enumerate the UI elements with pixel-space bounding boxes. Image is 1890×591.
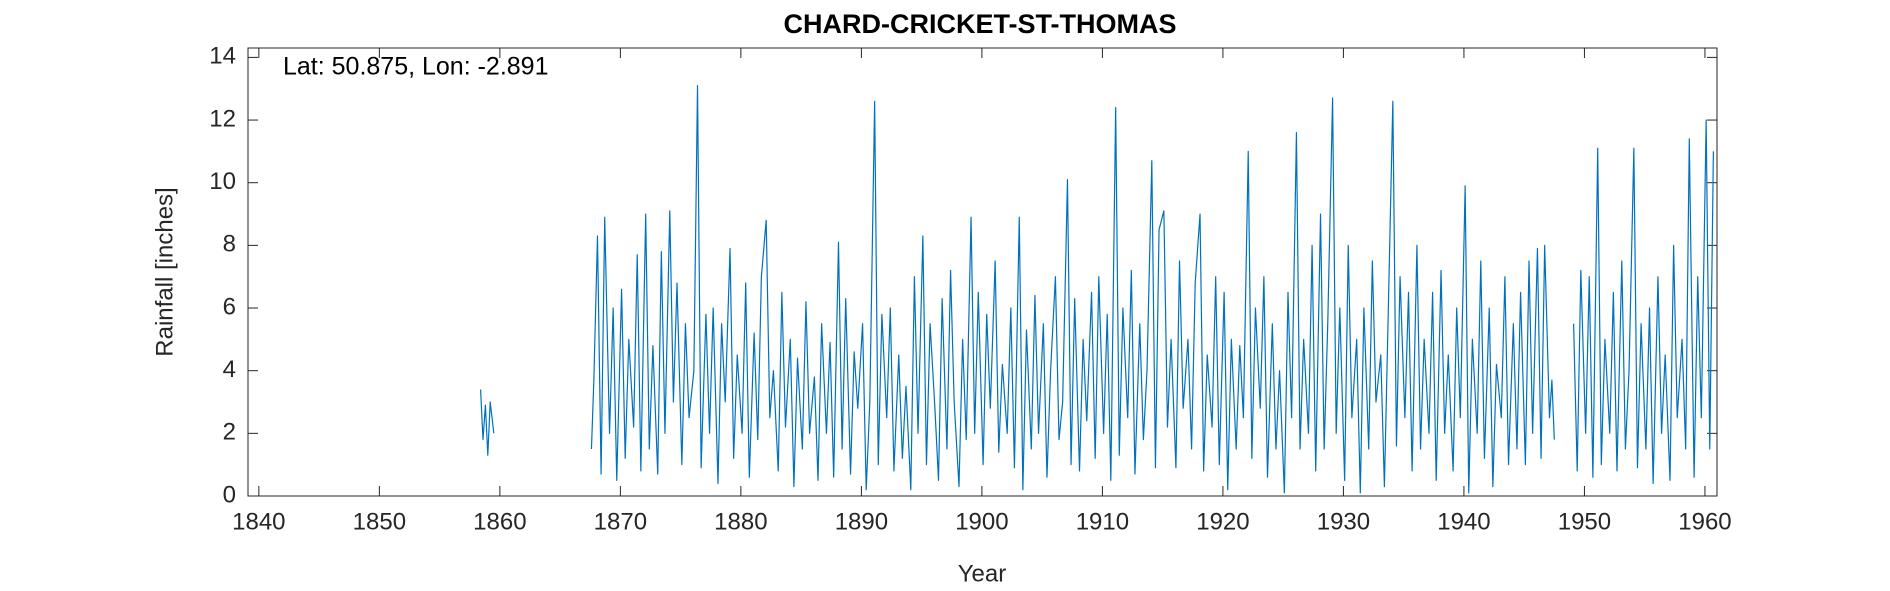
- x-tick-label: 1900: [955, 508, 1008, 535]
- x-tick-label: 1850: [353, 508, 406, 535]
- annotation: Lat: 50.875, Lon: -2.891: [283, 53, 549, 81]
- y-tick-label: 2: [223, 419, 236, 446]
- x-tick-label: 1920: [1196, 508, 1249, 535]
- y-axis-label: Rainfall [inches]: [151, 187, 178, 356]
- x-tick-label: 1940: [1437, 508, 1490, 535]
- x-tick-label: 1860: [473, 508, 526, 535]
- x-tick-label: 1840: [232, 508, 285, 535]
- rainfall-line: [479, 84, 1714, 494]
- y-tick-label: 8: [223, 231, 236, 258]
- y-tick-label: 6: [223, 293, 236, 320]
- x-axis-label: Year: [958, 560, 1007, 587]
- y-tick-label: 4: [223, 356, 236, 383]
- y-tick-label: 10: [209, 168, 236, 195]
- plot-frame: [247, 47, 1718, 497]
- x-tick-label: 1870: [594, 508, 647, 535]
- y-tick-label: 14: [209, 43, 236, 70]
- x-tick-label: 1930: [1317, 508, 1370, 535]
- y-tick-label: 12: [209, 105, 236, 132]
- chart-title: CHARD-CRICKET-ST-THOMAS: [784, 9, 1177, 39]
- x-tick-label: 1960: [1678, 508, 1731, 535]
- y-tick-label: 0: [223, 481, 236, 508]
- x-tick-label: 1880: [714, 508, 767, 535]
- x-tick-label: 1950: [1558, 508, 1611, 535]
- x-tick-label: 1890: [835, 508, 888, 535]
- x-tick-label: 1910: [1076, 508, 1129, 535]
